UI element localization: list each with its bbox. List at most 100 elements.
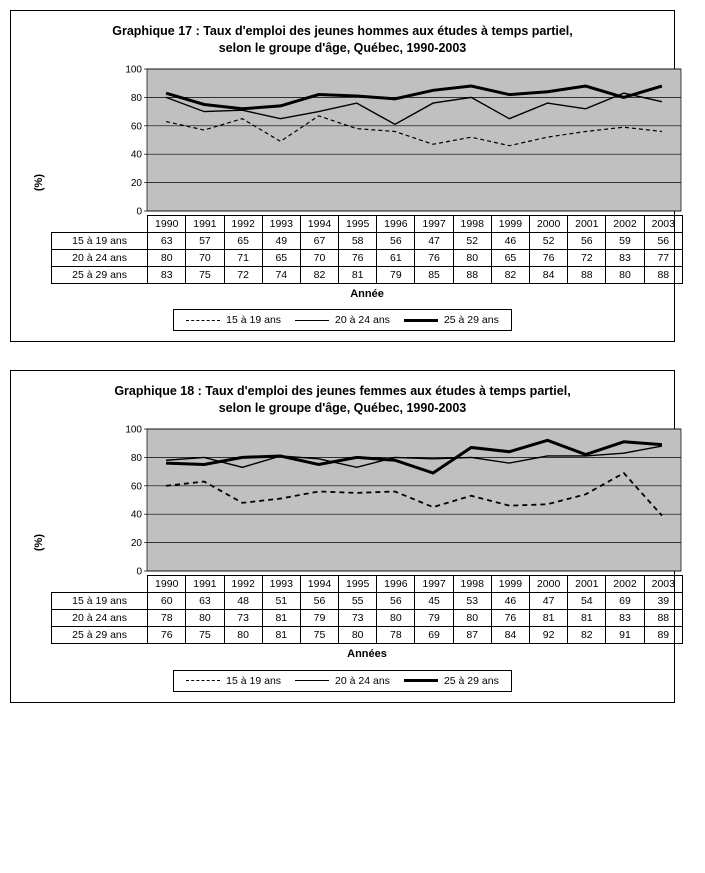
data-cell: 81 xyxy=(568,610,606,627)
legend-label: 15 à 19 ans xyxy=(226,314,281,326)
g17-plot: 020406080100 xyxy=(123,65,683,215)
ytick-label: 20 xyxy=(131,178,143,189)
data-cell: 61 xyxy=(377,249,415,266)
data-cell: 83 xyxy=(148,266,186,283)
data-cell: 63 xyxy=(186,593,224,610)
data-cell: 54 xyxy=(568,593,606,610)
data-cell: 69 xyxy=(415,627,453,644)
year-header: 1993 xyxy=(262,576,300,593)
g17-xlabel: Année xyxy=(51,288,683,300)
legend-item: 15 à 19 ans xyxy=(186,675,281,687)
ytick-label: 0 xyxy=(136,567,142,576)
year-header: 2000 xyxy=(530,576,568,593)
data-cell: 81 xyxy=(262,610,300,627)
data-cell: 65 xyxy=(262,249,300,266)
legend-item: 25 à 29 ans xyxy=(404,314,499,326)
legend-item: 15 à 19 ans xyxy=(186,314,281,326)
data-cell: 92 xyxy=(530,627,568,644)
data-cell: 67 xyxy=(300,232,338,249)
data-cell: 56 xyxy=(377,232,415,249)
legend-swatch-thick xyxy=(404,319,438,322)
data-cell: 75 xyxy=(186,266,224,283)
ytick-label: 40 xyxy=(131,510,143,521)
g18-title: Graphique 18 : Taux d'emploi des jeunes … xyxy=(29,383,656,417)
data-cell: 85 xyxy=(415,266,453,283)
ytick-label: 60 xyxy=(131,481,143,492)
data-cell: 74 xyxy=(262,266,300,283)
data-cell: 77 xyxy=(644,249,682,266)
year-header: 1993 xyxy=(262,215,300,232)
data-cell: 65 xyxy=(491,249,529,266)
legend-label: 15 à 19 ans xyxy=(226,675,281,687)
data-cell: 80 xyxy=(453,249,491,266)
year-header: 1997 xyxy=(415,576,453,593)
data-cell: 76 xyxy=(339,249,377,266)
data-cell: 81 xyxy=(262,627,300,644)
data-cell: 88 xyxy=(453,266,491,283)
series-label: 20 à 24 ans xyxy=(52,249,148,266)
data-cell: 84 xyxy=(491,627,529,644)
data-cell: 79 xyxy=(415,610,453,627)
data-cell: 70 xyxy=(300,249,338,266)
data-cell: 45 xyxy=(415,593,453,610)
year-header: 1998 xyxy=(453,215,491,232)
year-header: 1992 xyxy=(224,215,262,232)
year-header: 1991 xyxy=(186,576,224,593)
legend-swatch-dashed xyxy=(186,320,220,321)
legend-item: 25 à 29 ans xyxy=(404,675,499,687)
data-cell: 70 xyxy=(186,249,224,266)
legend-swatch-thin xyxy=(295,680,329,681)
g17-plot-wrap: (%)0204060801001990199119921993199419951… xyxy=(29,65,656,300)
year-header: 1999 xyxy=(491,215,529,232)
data-cell: 80 xyxy=(148,249,186,266)
data-cell: 78 xyxy=(148,610,186,627)
data-cell: 79 xyxy=(377,266,415,283)
data-cell: 79 xyxy=(300,610,338,627)
g18-plot-wrap: (%)0204060801001990199119921993199419951… xyxy=(29,425,656,660)
data-cell: 80 xyxy=(186,610,224,627)
legend-label: 25 à 29 ans xyxy=(444,314,499,326)
data-cell: 76 xyxy=(491,610,529,627)
data-cell: 88 xyxy=(568,266,606,283)
year-header: 1995 xyxy=(339,215,377,232)
data-cell: 46 xyxy=(491,232,529,249)
year-header: 1996 xyxy=(377,215,415,232)
legend-item: 20 à 24 ans xyxy=(295,675,390,687)
data-cell: 83 xyxy=(606,610,644,627)
data-cell: 72 xyxy=(568,249,606,266)
year-header: 1994 xyxy=(300,215,338,232)
ytick-label: 60 xyxy=(131,121,143,132)
year-header: 2003 xyxy=(644,576,682,593)
year-header: 1990 xyxy=(148,215,186,232)
data-cell: 51 xyxy=(262,593,300,610)
data-cell: 82 xyxy=(491,266,529,283)
year-header: 2002 xyxy=(606,576,644,593)
data-cell: 75 xyxy=(186,627,224,644)
data-cell: 71 xyxy=(224,249,262,266)
data-cell: 56 xyxy=(568,232,606,249)
series-label: 25 à 29 ans xyxy=(52,266,148,283)
legend-label: 20 à 24 ans xyxy=(335,314,390,326)
legend-item: 20 à 24 ans xyxy=(295,314,390,326)
ytick-label: 0 xyxy=(136,206,142,215)
data-cell: 56 xyxy=(377,593,415,610)
data-cell: 81 xyxy=(339,266,377,283)
g17-data-table: 1990199119921993199419951996199719981999… xyxy=(51,215,683,284)
data-cell: 82 xyxy=(568,627,606,644)
data-cell: 88 xyxy=(644,610,682,627)
data-cell: 82 xyxy=(300,266,338,283)
data-cell: 75 xyxy=(300,627,338,644)
g18-xlabel: Années xyxy=(51,648,683,660)
table-row: 25 à 29 ans8375727482817985888284888088 xyxy=(52,266,683,283)
year-header: 1991 xyxy=(186,215,224,232)
data-cell: 57 xyxy=(186,232,224,249)
year-header: 2001 xyxy=(568,215,606,232)
g17-title: Graphique 17 : Taux d'emploi des jeunes … xyxy=(29,23,656,57)
g18-plot: 020406080100 xyxy=(123,425,683,575)
data-cell: 46 xyxy=(491,593,529,610)
data-cell: 76 xyxy=(148,627,186,644)
year-header: 2000 xyxy=(530,215,568,232)
series-label: 15 à 19 ans xyxy=(52,232,148,249)
data-cell: 76 xyxy=(415,249,453,266)
legend-label: 25 à 29 ans xyxy=(444,675,499,687)
